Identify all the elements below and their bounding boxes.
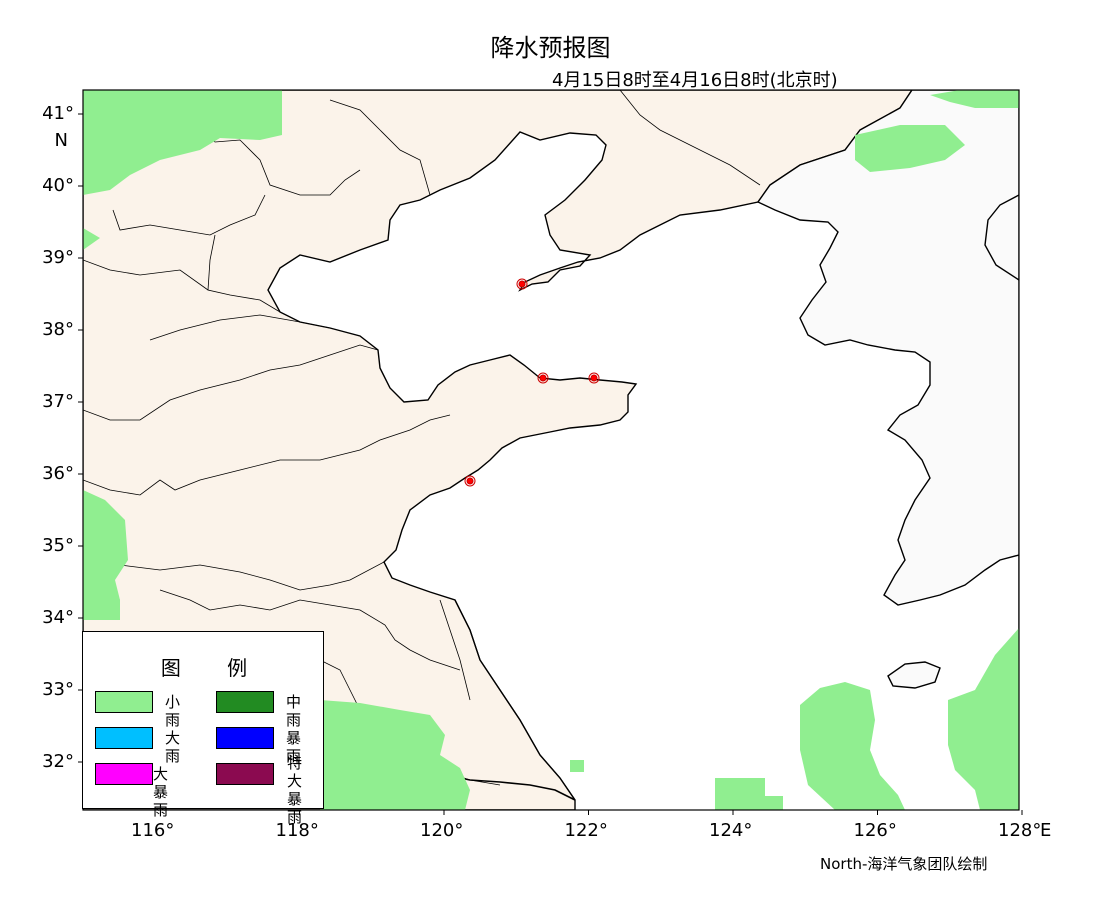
station-marker	[518, 280, 526, 288]
legend-label: 暴雨	[286, 729, 302, 765]
latitude-tick-label: 32°	[42, 751, 74, 772]
longitude-tick-label: 124°	[709, 820, 753, 841]
legend-title: 图 例	[160, 656, 268, 680]
jeju-island	[887, 661, 941, 689]
latitude-tick-label: 33°	[42, 679, 74, 700]
legend-label: 中雨	[286, 693, 302, 729]
latitude-tick-label: 38°	[42, 319, 74, 340]
latitude-tick-label: 40°	[42, 175, 74, 196]
land-korea	[756, 90, 1019, 810]
legend: 图 例 小雨 中雨 大雨 暴雨 大暴雨 特大 暴雨	[82, 631, 324, 826]
latitude-tick-label: 41°	[42, 103, 74, 124]
longitude-unit: E	[1040, 820, 1052, 841]
legend-label: 小雨	[165, 693, 181, 729]
map-title: 降水预报图	[490, 34, 611, 62]
latitude-unit: N	[54, 130, 68, 151]
longitude-tick-label: 126°	[853, 820, 897, 841]
station-marker	[516, 278, 528, 290]
station-marker	[539, 374, 547, 382]
legend-swatch	[216, 691, 274, 713]
longitude-tick-label: 118°	[275, 820, 319, 841]
legend-swatch	[216, 763, 274, 785]
tick-marks	[78, 113, 1023, 815]
station-marker	[590, 374, 598, 382]
legend-swatch	[95, 691, 153, 713]
province-borders	[83, 90, 761, 786]
legend-label: 大雨	[165, 729, 181, 765]
map-subtitle: 4月15日8时至4月16日8时(北京时)	[552, 70, 838, 91]
longitude-tick-label: 122°	[564, 820, 608, 841]
station-marker	[466, 477, 474, 485]
latitude-tick-label: 34°	[42, 607, 74, 628]
credit-text: North-海洋气象团队绘制	[820, 855, 988, 873]
station-marker	[537, 372, 549, 384]
latitude-tick-label: 39°	[42, 247, 74, 268]
korea-coastline	[984, 194, 1019, 281]
legend-swatch	[95, 763, 153, 785]
latitude-tick-label: 36°	[42, 463, 74, 484]
station-marker	[588, 372, 600, 384]
legend-label: 特大 暴雨	[287, 754, 303, 826]
latitude-tick-label: 37°	[42, 391, 74, 412]
legend-swatch	[216, 727, 274, 749]
legend-swatch	[95, 727, 153, 749]
precip-light-rain	[83, 90, 1019, 810]
station-markers	[464, 278, 600, 487]
longitude-tick-label: 120°	[420, 820, 464, 841]
legend-label: 大暴雨	[153, 765, 169, 819]
station-marker	[464, 475, 476, 487]
plot-frame	[82, 89, 1020, 811]
longitude-tick-label: 116°	[131, 820, 175, 841]
latitude-tick-label: 35°	[42, 535, 74, 556]
longitude-tick-label: 128°	[998, 820, 1042, 841]
